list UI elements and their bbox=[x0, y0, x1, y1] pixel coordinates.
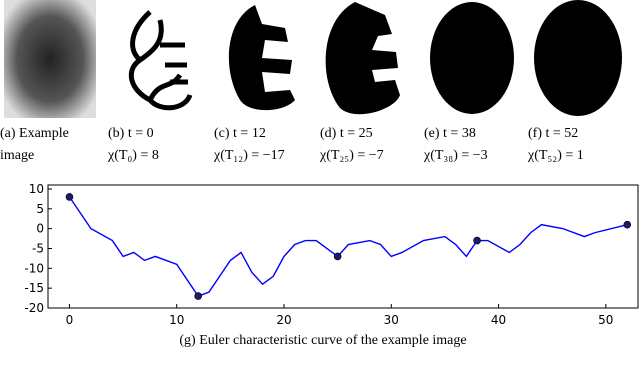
y-tick-label: -10 bbox=[24, 261, 44, 275]
curve bbox=[68, 196, 628, 297]
point bbox=[473, 236, 481, 245]
thresholded-d bbox=[325, 2, 400, 115]
y-tick-label: -5 bbox=[32, 241, 44, 255]
panel-caption: (a) Example bbox=[0, 126, 69, 141]
chart: 0 10 20 30 40 50 -20 -15 -10 -5 0 5 10 (g) Euler char… bbox=[24, 182, 639, 348]
panel-caption: χ(T₂₅) = −7 bbox=[319, 148, 384, 163]
point bbox=[333, 252, 342, 261]
panel-caption: (e) t = 38 bbox=[424, 126, 476, 141]
point bbox=[194, 292, 202, 300]
panel-caption: (b) t = 0 bbox=[108, 126, 154, 141]
x-tick-label: 40 bbox=[491, 313, 506, 327]
thresholded-f bbox=[534, 0, 622, 116]
thresholded-e bbox=[430, 2, 514, 114]
y-tick-label: -20 bbox=[24, 301, 44, 315]
panel-caption: χ(T₃₈) = −3 bbox=[423, 148, 488, 163]
captions: (a) Example image (b) t = 0 χ(T₀) = 8 (c) t … bbox=[0, 126, 584, 163]
x-tick-label: 30 bbox=[384, 313, 399, 327]
y-tick-label: 5 bbox=[36, 202, 44, 216]
panel-caption: (c) t = 12 bbox=[214, 126, 266, 141]
x-tick-label: 50 bbox=[598, 313, 613, 327]
panel-caption: image bbox=[0, 148, 34, 163]
y-tick-label: 0 bbox=[36, 222, 44, 236]
y-tick-label: 10 bbox=[29, 182, 44, 196]
panel-caption: χ(T₁₂) = −17 bbox=[213, 148, 285, 163]
example-image bbox=[4, 0, 96, 118]
panel-caption: χ(T₅₂) = 1 bbox=[527, 148, 584, 163]
chart-caption: (g) Euler characteristic curve of the ex… bbox=[179, 333, 466, 348]
panel-caption: (f) t = 52 bbox=[528, 126, 578, 141]
x-tick-label: 0 bbox=[66, 313, 74, 327]
thresholded-b bbox=[128, 10, 193, 111]
y-tick-label: -15 bbox=[24, 281, 44, 295]
point bbox=[65, 193, 74, 201]
panel-caption: χ(T₀) = 8 bbox=[107, 148, 159, 163]
thresholded-c bbox=[228, 5, 295, 111]
point bbox=[623, 220, 632, 229]
x-tick-label: 10 bbox=[169, 313, 184, 327]
plot-frame bbox=[47, 184, 639, 309]
x-tick-label: 20 bbox=[276, 313, 291, 327]
panel-caption: (d) t = 25 bbox=[320, 126, 373, 141]
